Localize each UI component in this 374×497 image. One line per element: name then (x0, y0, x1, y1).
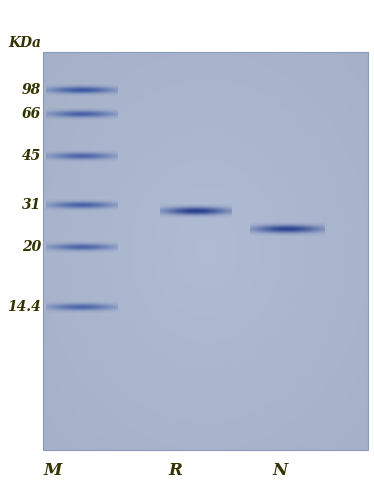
Text: 31: 31 (22, 198, 41, 212)
Text: 66: 66 (22, 107, 41, 121)
Text: 20: 20 (22, 240, 41, 254)
Text: M: M (43, 462, 62, 479)
Text: 14.4: 14.4 (7, 300, 41, 314)
Text: 98: 98 (22, 83, 41, 97)
Text: R: R (169, 462, 183, 479)
Text: N: N (273, 462, 288, 479)
Bar (43, 52, 368, 450)
Text: 45: 45 (22, 149, 41, 163)
Text: KDa: KDa (8, 36, 41, 50)
